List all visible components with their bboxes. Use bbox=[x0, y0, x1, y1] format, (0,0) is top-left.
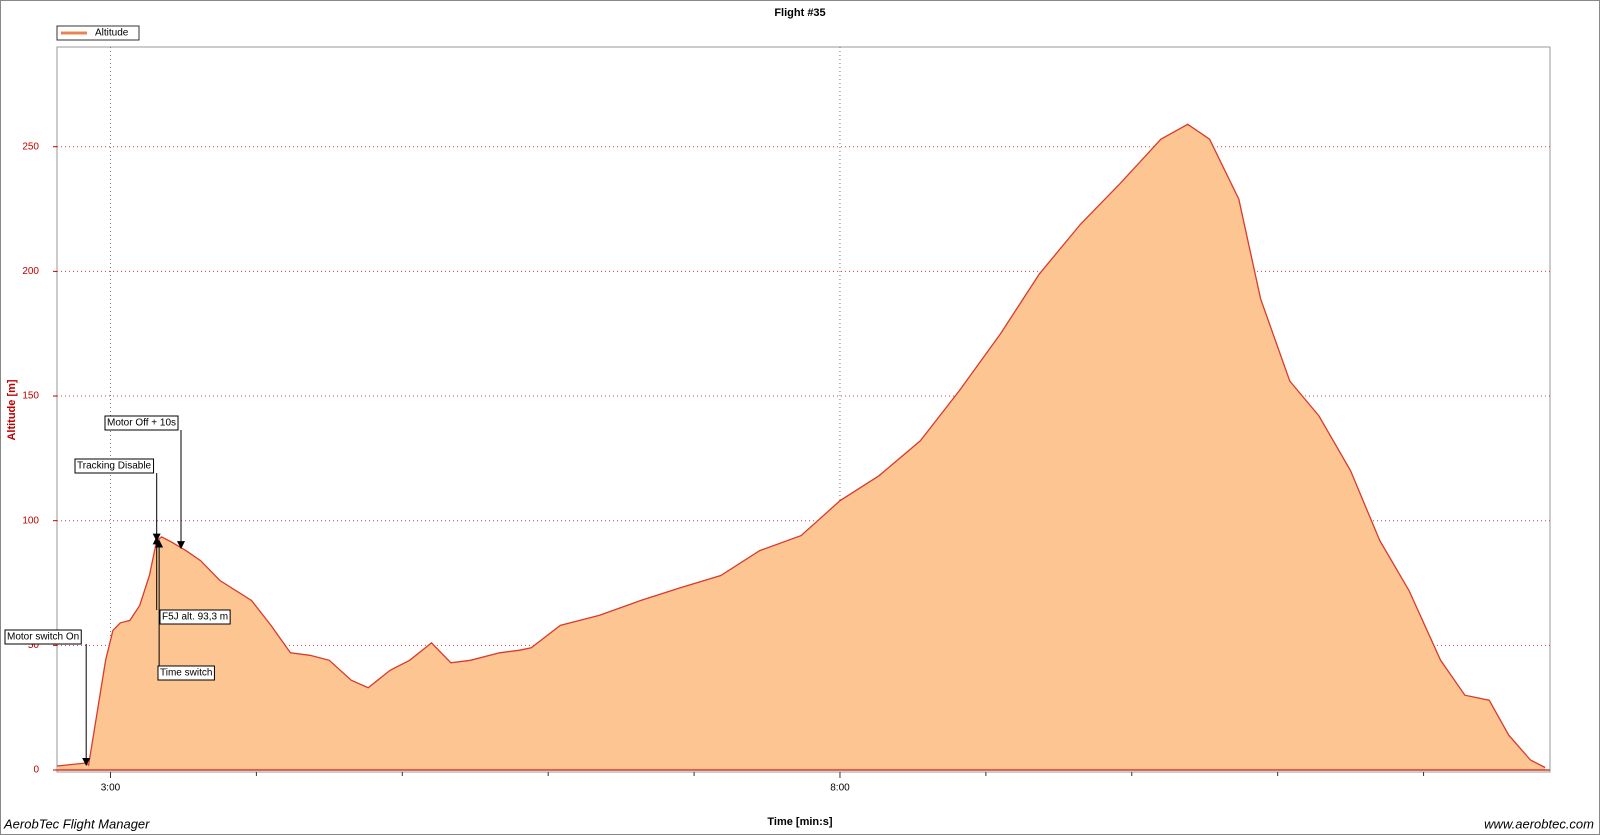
legend: Altitude bbox=[56, 25, 140, 41]
y-tick-label: 150 bbox=[22, 391, 39, 402]
y-axis-label: Altitude [m] bbox=[6, 379, 18, 440]
y-tick-label: 250 bbox=[22, 141, 39, 152]
y-tick-label: 100 bbox=[22, 515, 39, 526]
annotation-box bbox=[4, 629, 82, 645]
annotation-label: Motor Off + 10s bbox=[107, 418, 176, 429]
x-tick-label: 3:00 bbox=[101, 783, 121, 794]
annotation-box bbox=[104, 415, 179, 431]
annotation-box bbox=[157, 665, 215, 681]
annotation-label: Time switch bbox=[160, 668, 212, 679]
annotation-label: F5J alt. 93,3 m bbox=[162, 612, 228, 623]
annotation-label: Tracking Disable bbox=[77, 461, 152, 472]
footer-right: www.aerobtec.com bbox=[1484, 816, 1594, 831]
annotation-label: Motor switch On bbox=[7, 632, 79, 643]
y-tick-label: 50 bbox=[28, 640, 40, 651]
chart-title: Flight #35 bbox=[774, 7, 825, 19]
y-tick-label: 200 bbox=[22, 266, 39, 277]
y-tick-label: 0 bbox=[33, 765, 39, 776]
x-axis-label: Time [min:s] bbox=[767, 816, 833, 828]
annotation-box bbox=[74, 458, 155, 474]
annotation-box bbox=[159, 609, 231, 625]
legend-label: Altitude bbox=[95, 28, 129, 39]
x-tick-label: 8:00 bbox=[830, 783, 850, 794]
area bbox=[57, 124, 1546, 771]
legend-box bbox=[56, 25, 140, 41]
footer-left: AerobTec Flight Manager bbox=[3, 816, 150, 831]
